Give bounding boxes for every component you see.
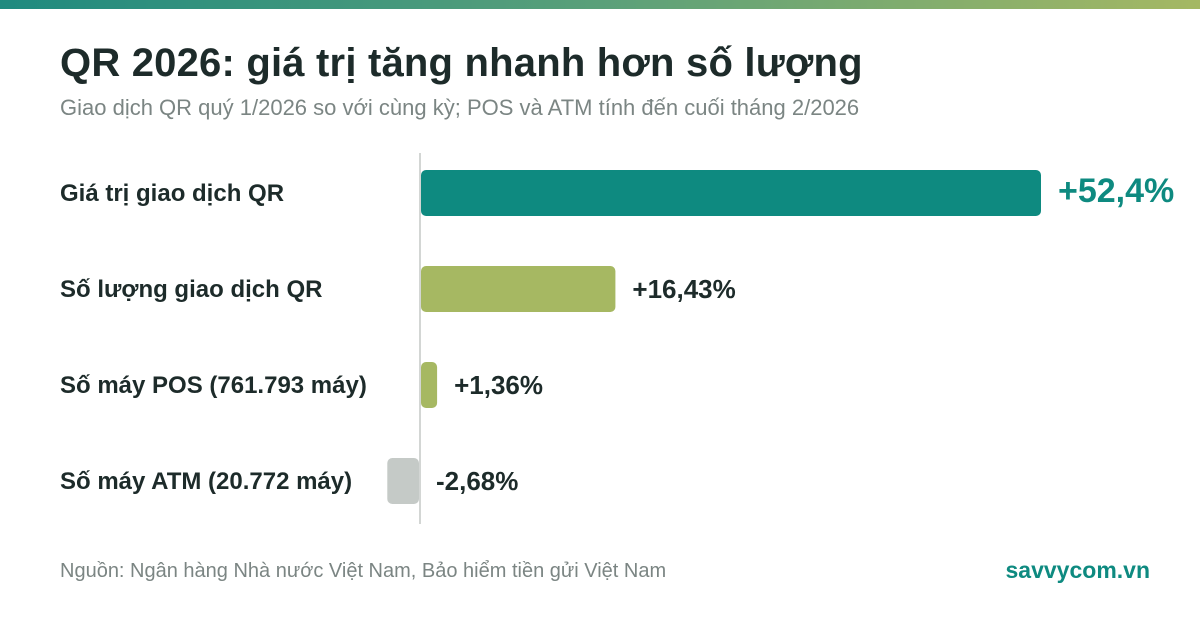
- category-label: Số lượng giao dịch QR: [60, 276, 322, 303]
- category-label: Số máy POS (761.793 máy): [60, 372, 367, 399]
- value-label: -2,68%: [436, 466, 518, 496]
- source-note: Nguồn: Ngân hàng Nhà nước Việt Nam, Bảo …: [60, 560, 667, 582]
- chart-subtitle: Giao dịch QR quý 1/2026 so với cùng kỳ; …: [60, 95, 860, 120]
- value-label: +52,4%: [1058, 172, 1174, 210]
- category-label: Số máy ATM (20.772 máy): [60, 468, 352, 495]
- bar: [421, 170, 1041, 216]
- bar: [421, 362, 438, 408]
- top-accent-bar: [0, 0, 1200, 9]
- category-label: Giá trị giao dịch QR: [60, 180, 284, 207]
- bar: [387, 458, 419, 504]
- bar: [421, 266, 616, 312]
- value-label: +16,43%: [632, 274, 735, 304]
- brand-link[interactable]: savvycom.vn: [1005, 557, 1150, 583]
- chart-title: QR 2026: giá trị tăng nhanh hơn số lượng: [60, 41, 863, 85]
- value-label: +1,36%: [454, 370, 543, 400]
